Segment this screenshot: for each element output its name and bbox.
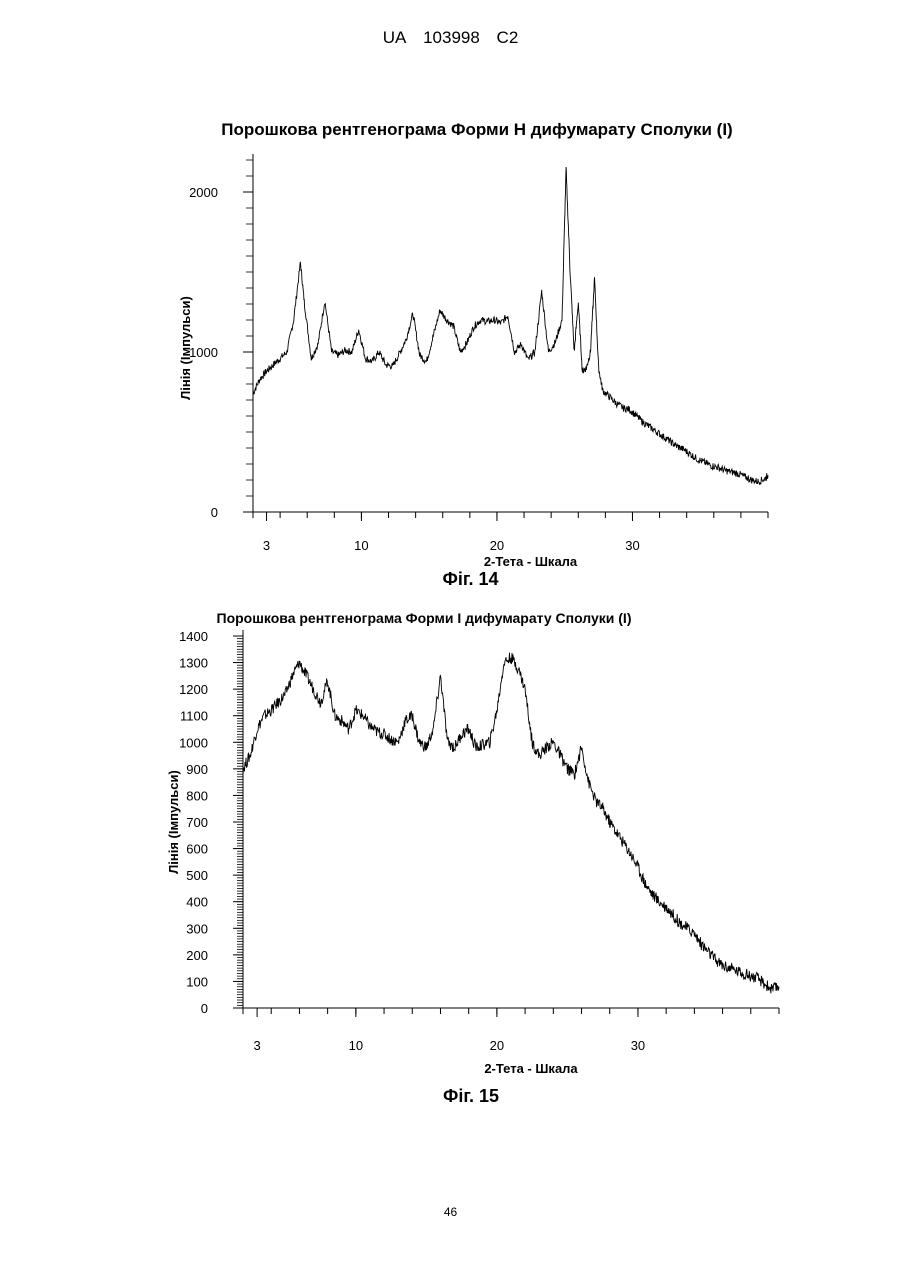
y-tick-label: 800 <box>186 788 208 803</box>
x-tick-label: 10 <box>349 1038 363 1053</box>
y-tick-label: 600 <box>186 842 208 857</box>
y-tick-label: 1200 <box>179 682 208 697</box>
y-tick-label: 1300 <box>179 656 208 671</box>
y-tick-label: 1100 <box>180 709 208 724</box>
y-tick-label: 500 <box>186 868 208 883</box>
diffraction-series <box>243 653 779 994</box>
y-tick-label: 400 <box>186 895 208 910</box>
chart-title: Порошкова рентгенограма Форми І дифумара… <box>217 610 632 626</box>
x-tick-label: 30 <box>631 1038 645 1053</box>
x-tick-label: 20 <box>490 1038 504 1053</box>
y-tick-label: 0 <box>201 1001 208 1016</box>
y-tick-label: 1000 <box>179 735 208 750</box>
chart-fig-15: Порошкова рентгенограма Форми І дифумара… <box>0 0 901 1120</box>
y-tick-label: 200 <box>186 948 208 963</box>
y-tick-label: 1400 <box>179 629 208 644</box>
page-number: 46 <box>0 1205 901 1219</box>
x-tick-label: 3 <box>253 1038 260 1053</box>
figure-caption: Фіг. 15 <box>443 1086 499 1106</box>
y-axis-label: Лінія (Імпульси) <box>166 770 181 874</box>
y-tick-label: 700 <box>186 815 208 830</box>
x-axis-label: 2-Тета - Шкала <box>484 1061 578 1076</box>
y-tick-label: 100 <box>186 974 208 989</box>
y-tick-label: 900 <box>186 762 208 777</box>
y-tick-label: 300 <box>186 921 208 936</box>
